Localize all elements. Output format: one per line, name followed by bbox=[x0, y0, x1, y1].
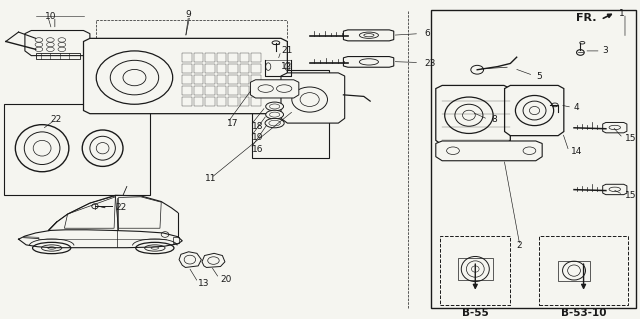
Polygon shape bbox=[281, 73, 345, 123]
Polygon shape bbox=[83, 38, 287, 114]
Polygon shape bbox=[603, 184, 627, 195]
Ellipse shape bbox=[82, 130, 123, 167]
Text: 14: 14 bbox=[571, 147, 582, 156]
Text: 20: 20 bbox=[220, 275, 232, 284]
Text: 15: 15 bbox=[625, 134, 637, 143]
Polygon shape bbox=[436, 85, 510, 145]
Text: 4: 4 bbox=[574, 103, 580, 112]
Polygon shape bbox=[179, 252, 202, 267]
Text: 6: 6 bbox=[424, 29, 430, 38]
Text: 12: 12 bbox=[281, 62, 292, 71]
Text: FR.: FR. bbox=[576, 13, 596, 23]
Text: 23: 23 bbox=[424, 59, 436, 68]
Text: 16: 16 bbox=[252, 145, 264, 154]
Ellipse shape bbox=[136, 242, 174, 254]
Text: B-55: B-55 bbox=[462, 308, 489, 318]
Polygon shape bbox=[202, 253, 225, 267]
Text: 5: 5 bbox=[536, 71, 541, 80]
Text: 9: 9 bbox=[186, 10, 191, 19]
Text: B-53-10: B-53-10 bbox=[561, 308, 606, 318]
Text: 15: 15 bbox=[625, 191, 637, 200]
Text: 1: 1 bbox=[620, 9, 625, 18]
Ellipse shape bbox=[563, 261, 586, 280]
Text: 19: 19 bbox=[252, 133, 264, 142]
Ellipse shape bbox=[266, 110, 284, 119]
Polygon shape bbox=[344, 30, 394, 41]
Text: 10: 10 bbox=[45, 12, 57, 21]
Text: 18: 18 bbox=[252, 122, 264, 131]
Ellipse shape bbox=[96, 51, 173, 104]
Ellipse shape bbox=[33, 242, 71, 254]
Ellipse shape bbox=[515, 95, 554, 126]
Text: 8: 8 bbox=[492, 115, 497, 124]
Ellipse shape bbox=[265, 118, 284, 128]
Ellipse shape bbox=[266, 102, 284, 111]
Polygon shape bbox=[250, 80, 299, 98]
Text: 2: 2 bbox=[516, 241, 522, 250]
Text: 13: 13 bbox=[198, 279, 210, 288]
Text: 21: 21 bbox=[281, 46, 292, 56]
Polygon shape bbox=[603, 122, 627, 133]
Text: 11: 11 bbox=[205, 174, 216, 182]
Text: 22: 22 bbox=[115, 203, 127, 212]
Text: 3: 3 bbox=[603, 46, 609, 56]
Polygon shape bbox=[344, 56, 394, 67]
Polygon shape bbox=[436, 141, 542, 161]
Ellipse shape bbox=[15, 125, 69, 172]
Ellipse shape bbox=[461, 256, 490, 282]
Ellipse shape bbox=[445, 97, 493, 133]
Polygon shape bbox=[504, 85, 564, 136]
Text: 22: 22 bbox=[51, 115, 61, 124]
Text: 17: 17 bbox=[227, 119, 238, 128]
